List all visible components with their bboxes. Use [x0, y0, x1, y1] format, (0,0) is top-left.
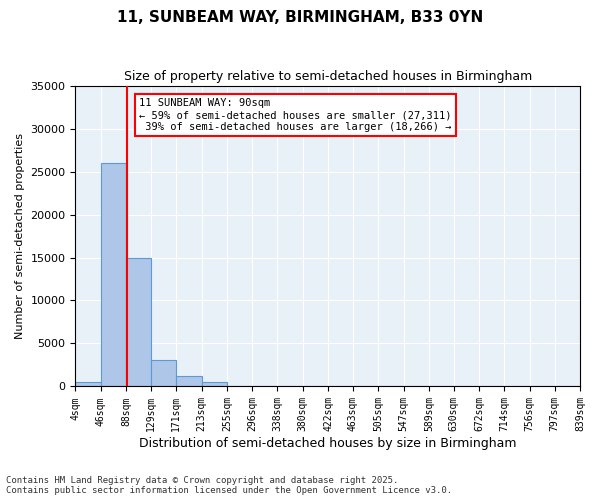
- Text: 11 SUNBEAM WAY: 90sqm
← 59% of semi-detached houses are smaller (27,311)
 39% of: 11 SUNBEAM WAY: 90sqm ← 59% of semi-deta…: [139, 98, 452, 132]
- Bar: [76, 382, 101, 386]
- Bar: [101, 163, 126, 386]
- Bar: [126, 258, 151, 386]
- Bar: [151, 360, 176, 386]
- Bar: [202, 382, 227, 386]
- Text: Contains HM Land Registry data © Crown copyright and database right 2025.
Contai: Contains HM Land Registry data © Crown c…: [6, 476, 452, 495]
- Title: Size of property relative to semi-detached houses in Birmingham: Size of property relative to semi-detach…: [124, 70, 532, 83]
- Y-axis label: Number of semi-detached properties: Number of semi-detached properties: [15, 133, 25, 339]
- X-axis label: Distribution of semi-detached houses by size in Birmingham: Distribution of semi-detached houses by …: [139, 437, 517, 450]
- Bar: [176, 376, 202, 386]
- Text: 11, SUNBEAM WAY, BIRMINGHAM, B33 0YN: 11, SUNBEAM WAY, BIRMINGHAM, B33 0YN: [117, 10, 483, 25]
